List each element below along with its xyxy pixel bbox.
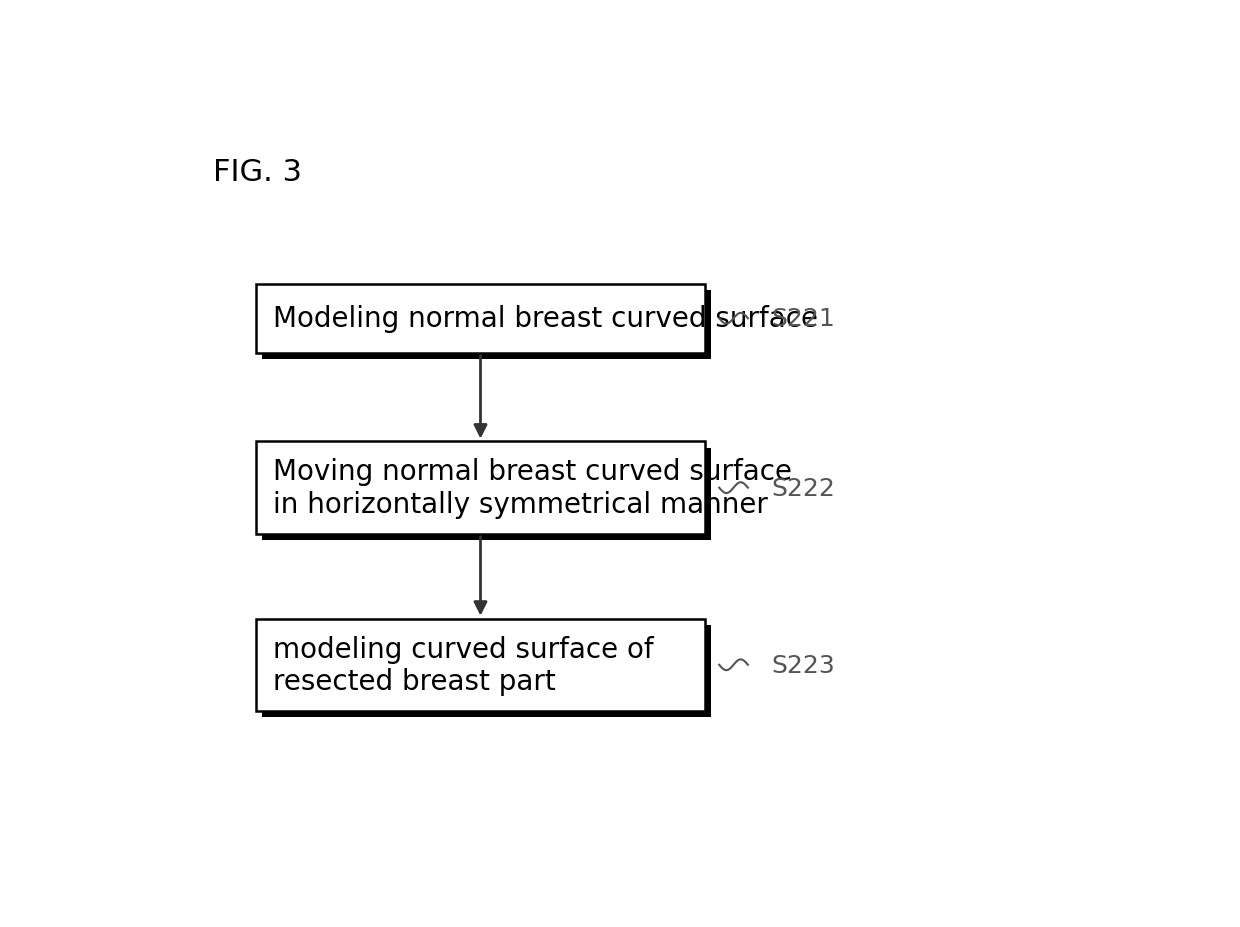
Bar	[262, 625, 712, 717]
Bar	[262, 448, 712, 540]
Text: S223: S223	[771, 653, 835, 677]
Text: S221: S221	[771, 307, 835, 331]
Text: modeling curved surface of
resected breast part: modeling curved surface of resected brea…	[273, 635, 653, 695]
Text: S222: S222	[771, 476, 835, 501]
Text: FIG. 3: FIG. 3	[213, 158, 303, 186]
Text: Modeling normal breast curved surface: Modeling normal breast curved surface	[273, 305, 818, 333]
Bar	[262, 290, 712, 360]
Bar	[255, 619, 706, 711]
Text: Moving normal breast curved surface
in horizontally symmetrical manner: Moving normal breast curved surface in h…	[273, 458, 792, 518]
Bar	[255, 285, 706, 353]
Bar	[255, 442, 706, 534]
